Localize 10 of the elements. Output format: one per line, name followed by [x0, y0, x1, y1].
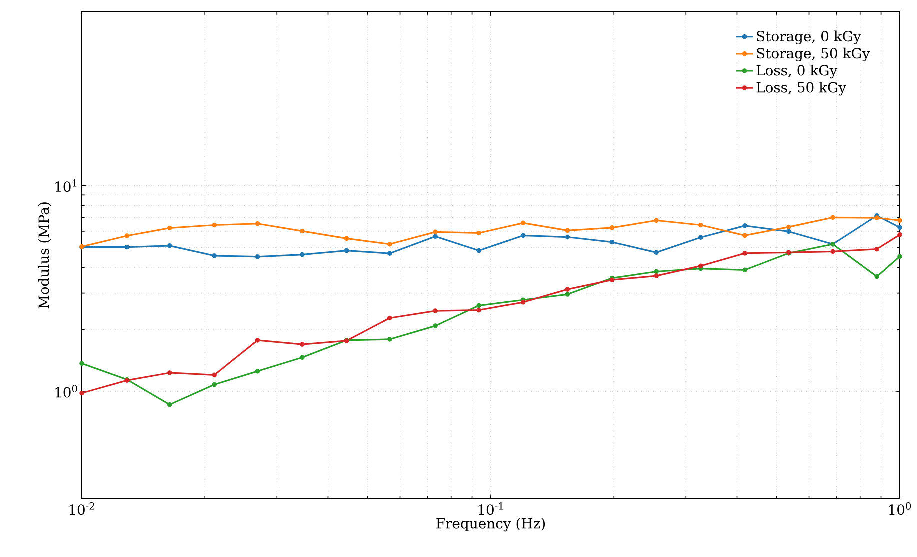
- y-tick-label: 10$^{1}$: [56, 179, 77, 192]
- x-axis-title: Frequency (Hz): [436, 518, 546, 532]
- y-axis-title: Modulus (MPa): [38, 202, 52, 309]
- legend-label: Loss, 0 kGy: [756, 64, 838, 79]
- legend-label: Loss, 50 kGy: [756, 82, 846, 96]
- x-tick-label: 10$^{-1}$: [478, 502, 503, 516]
- x-tick-label: 10$^{-2}$: [70, 502, 94, 516]
- x-tick-label: 10$^{0}$: [889, 502, 912, 516]
- legend-label: Storage, 0 kGy: [757, 30, 862, 44]
- legend-label: Storage, 50 kGy: [757, 48, 870, 62]
